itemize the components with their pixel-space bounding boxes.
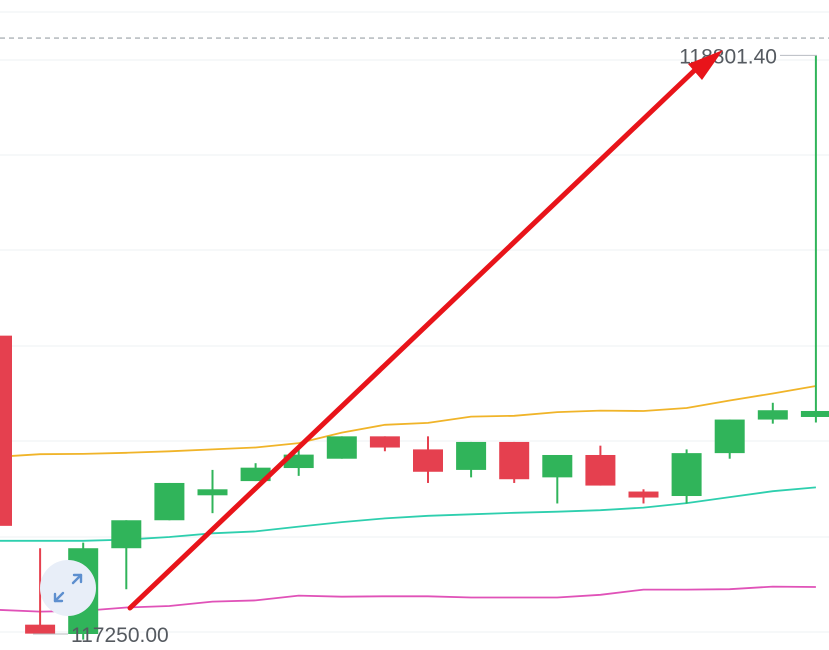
- candle-body: [714, 419, 745, 454]
- candle-body: [585, 454, 616, 486]
- candle-body: [197, 489, 228, 496]
- candle-body: [671, 453, 702, 497]
- moving-average-line: [0, 585, 816, 613]
- candle-body: [456, 441, 487, 470]
- candle-body: [542, 454, 573, 478]
- candle-body: [499, 441, 530, 480]
- candle-body: [25, 624, 56, 634]
- candle-body: [240, 467, 271, 482]
- moving-average-line: [0, 385, 817, 458]
- candle-body: [154, 482, 185, 521]
- candle-body: [369, 436, 400, 448]
- candle-body: [326, 436, 357, 459]
- candle-body: [757, 410, 788, 420]
- expand-arrows-icon: [53, 573, 83, 603]
- candle-body: [628, 491, 659, 498]
- low-price-label: 117250.00: [71, 624, 169, 647]
- candle-body: [111, 520, 142, 549]
- candle-body: [413, 449, 443, 472]
- trend-arrow-line: [127, 65, 700, 611]
- candle-body: [0, 335, 12, 526]
- candle-body: [800, 410, 829, 417]
- trend-arrow-head: [688, 50, 723, 80]
- expand-chart-button[interactable]: [40, 560, 96, 616]
- candle-body: [283, 454, 314, 469]
